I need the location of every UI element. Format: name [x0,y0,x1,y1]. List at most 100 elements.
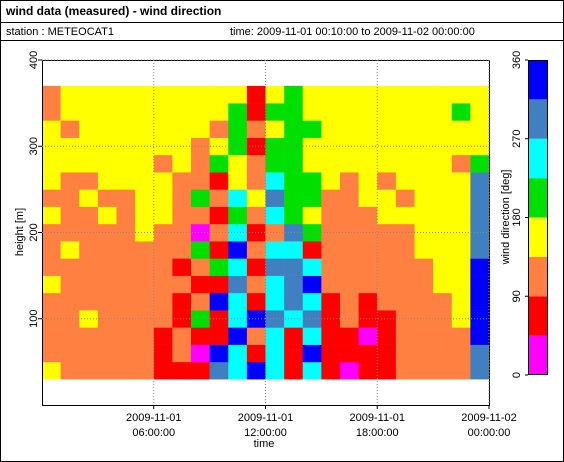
cell [470,137,490,156]
cell [228,344,248,363]
chart-title: wind data (measured) - wind direction [5,4,221,18]
cell [340,172,359,190]
cell [284,292,304,311]
cell [79,292,99,311]
cell [284,258,304,276]
x-tick-label: 2009-11-01 06:00:00 [126,412,181,439]
cell [321,292,341,311]
cell [470,103,490,121]
cell [60,189,80,207]
cell [246,292,266,311]
cell [153,292,173,311]
cell [414,85,434,104]
cell [358,361,378,380]
cell [433,120,453,138]
cell [228,241,248,259]
cell [60,137,80,156]
cell [191,310,210,328]
cell [191,85,210,104]
cell [228,258,248,276]
cell [209,189,229,207]
cell [42,172,61,190]
cell [97,241,117,259]
cell [209,241,229,259]
cell [451,172,471,190]
cell [470,327,490,345]
cell [79,275,99,294]
cell [265,206,285,225]
cell [265,189,285,207]
cell [97,154,117,173]
cell [191,120,210,138]
cell [414,258,434,276]
cell [116,361,136,380]
x-axis-label: time [254,438,275,450]
cell [191,223,210,242]
cell [395,172,415,190]
cell [209,85,229,104]
colorbar-bin [528,335,548,375]
cell [470,241,490,259]
cell [433,344,453,363]
colorbar-bin [528,99,548,139]
cell [470,361,490,380]
cell [265,275,285,294]
cell [377,206,397,225]
cell [358,223,378,242]
cell [451,85,471,104]
cell [116,137,136,156]
cell [135,275,155,294]
cell [340,154,359,173]
cell [321,206,341,225]
cell [284,275,304,294]
cell [135,361,155,380]
cell [302,103,322,121]
cell [172,103,192,121]
y-axis-label: height [m] [14,208,26,256]
cell [395,241,415,259]
cell [228,154,248,173]
cell [228,120,248,138]
cell [209,344,229,363]
cell [302,154,322,173]
colorbar-tick-label: 180 [511,208,523,226]
cell [42,154,61,173]
cell [172,241,192,259]
cell [153,154,173,173]
cell [135,120,155,138]
cell [321,241,341,259]
cell [97,258,117,276]
colorbar-tick-label: 360 [511,51,523,69]
cell [451,258,471,276]
cell [470,275,490,294]
cell [302,292,322,311]
cell [116,85,136,104]
cell [451,310,471,328]
cell [340,292,359,311]
cell [265,310,285,328]
cell [153,120,173,138]
cell [433,137,453,156]
cell [97,85,117,104]
colorbar-tick-label: 90 [511,290,523,302]
cell [265,327,285,345]
cell [60,258,80,276]
cell [135,85,155,104]
cell [302,206,322,225]
cell [60,310,80,328]
cell [321,120,341,138]
cell [246,154,266,173]
cell [265,223,285,242]
cell [433,154,453,173]
cell [79,361,99,380]
cell [191,137,210,156]
cell [470,172,490,190]
cell [116,172,136,190]
cell [377,292,397,311]
cell [42,258,61,276]
cell [246,206,266,225]
cell [265,137,285,156]
cell [153,241,173,259]
cell [377,120,397,138]
